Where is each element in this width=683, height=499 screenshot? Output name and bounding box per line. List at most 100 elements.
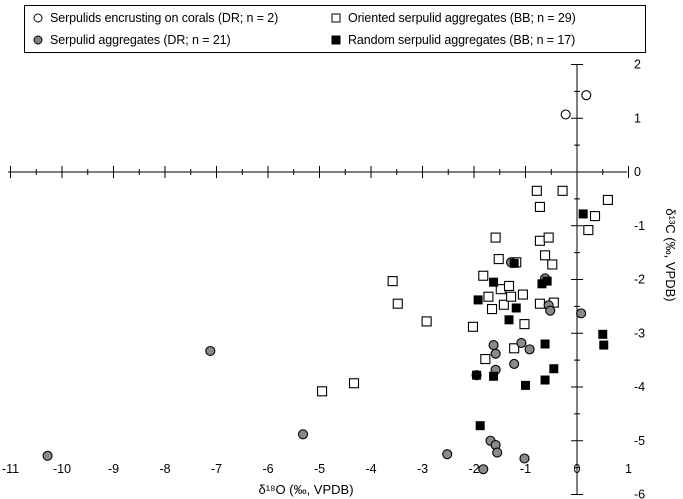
data-point-filled-square	[489, 371, 499, 381]
data-point-filled-square	[542, 276, 552, 286]
legend-item-random: Random serpulid aggregates (BB; n = 17)	[331, 33, 575, 47]
data-point-open-square	[531, 185, 542, 196]
data-point-open-square	[483, 291, 494, 302]
x-tick-label: 1	[625, 462, 632, 476]
data-points	[42, 90, 613, 475]
y-tick-label: -4	[634, 380, 645, 394]
data-point-grey-circle	[490, 348, 501, 359]
data-point-filled-square	[504, 315, 514, 325]
data-point-grey-circle	[297, 429, 309, 440]
data-point-open-square	[317, 386, 328, 397]
x-tick-label: 0	[574, 462, 581, 476]
data-point-open-square	[583, 225, 594, 236]
data-point-open-square	[478, 270, 489, 281]
data-point-open-square	[534, 235, 545, 246]
data-point-open-square	[480, 353, 491, 365]
x-tick-label: -5	[314, 462, 325, 476]
data-point-filled-square	[549, 364, 559, 374]
data-point-open-square	[543, 232, 554, 243]
x-tick-label: -8	[159, 462, 170, 476]
legend-item-oriented: Oriented serpulid aggregates (BB; n = 29…	[331, 11, 576, 25]
data-point-open-square	[519, 319, 530, 330]
data-point-filled-square	[540, 339, 550, 349]
x-tick-label: -11	[2, 462, 19, 476]
data-point-open-square	[589, 211, 601, 222]
data-point-grey-circle	[516, 337, 527, 348]
x-tick-label: -10	[53, 462, 71, 476]
y-tick-label: -6	[634, 488, 645, 499]
x-tick-label: -6	[262, 462, 273, 476]
x-tick-label: -1	[520, 462, 531, 476]
grey-circle-icon	[33, 35, 43, 45]
data-point-filled-square	[489, 277, 499, 287]
legend-item-serpulid-aggregates: Serpulid aggregates (DR; n = 21)	[33, 33, 231, 47]
data-point-open-square	[387, 276, 398, 287]
data-point-open-square	[506, 291, 517, 302]
y-tick-label: -5	[634, 434, 645, 448]
data-point-open-square	[534, 298, 545, 309]
data-point-open-square	[348, 378, 360, 389]
data-point-grey-circle	[519, 453, 530, 464]
data-point-grey-circle	[509, 358, 520, 369]
data-point-filled-square	[578, 209, 588, 219]
y-tick-label: -3	[634, 326, 645, 340]
data-point-filled-square	[475, 421, 485, 431]
data-point-open-square	[503, 280, 515, 292]
data-point-filled-square	[521, 380, 530, 390]
tick-labels: -11 -10 -9 -8 -7 -6 -5 -4 -3 -2 -1 0 1210-1-2-3-4-5-…	[2, 58, 645, 499]
x-tick-label: -4	[365, 462, 376, 476]
data-point-open-square	[421, 316, 432, 327]
data-point-filled-square	[472, 370, 482, 380]
data-point-grey-circle	[205, 345, 216, 357]
data-point-open-square	[493, 254, 504, 265]
data-point-filled-square	[511, 303, 521, 313]
legend-item-corals: Serpulids encrusting on corals (DR; n = …	[33, 11, 278, 25]
data-point-filled-square	[598, 329, 608, 339]
open-square-icon	[331, 13, 341, 23]
data-point-filled-square	[473, 295, 483, 305]
legend-label: Serpulids encrusting on corals (DR; n = …	[50, 11, 279, 25]
y-tick-label: 1	[634, 111, 641, 125]
data-point-open-square	[486, 304, 498, 315]
y-tick-label: 0	[634, 165, 641, 179]
legend-label: Random serpulid aggregates (BB; n = 17)	[348, 33, 576, 47]
data-point-grey-circle	[576, 308, 587, 319]
data-point-grey-circle	[545, 305, 556, 316]
data-point-open-square	[498, 299, 509, 310]
x-tick-label: -2	[468, 462, 479, 476]
data-point-grey-circle	[488, 340, 499, 351]
y-tick-label: -2	[634, 273, 645, 287]
data-point-open-square	[557, 185, 568, 196]
legend-label: Serpulid aggregates (DR; n = 21)	[50, 33, 231, 47]
data-point-open-square	[547, 259, 558, 270]
data-point-grey-circle	[492, 447, 503, 458]
data-point-grey-circle	[442, 449, 453, 460]
data-point-open-circle	[560, 109, 571, 120]
x-axis-title: δ¹⁸O (‰, VPDB)	[258, 482, 353, 497]
x-tick-label: -7	[211, 462, 222, 476]
data-point-open-square	[602, 194, 613, 205]
data-point-open-square	[467, 321, 479, 332]
legend: Serpulids encrusting on corals (DR; n = …	[24, 5, 646, 53]
axes	[8, 64, 629, 495]
data-point-open-square	[490, 232, 501, 243]
legend-label: Oriented serpulid aggregates (BB; n = 29…	[348, 11, 576, 25]
y-axis-title: δ¹³C (‰, VPDB)	[663, 208, 678, 301]
data-point-grey-circle	[42, 450, 53, 461]
data-point-open-square	[517, 289, 528, 300]
data-point-open-circle	[581, 90, 592, 101]
data-point-filled-square	[509, 258, 519, 268]
data-point-open-square	[540, 250, 551, 261]
filled-square-icon	[331, 35, 341, 45]
y-tick-label: 2	[634, 58, 641, 72]
data-point-grey-circle	[478, 464, 489, 475]
data-point-grey-circle	[524, 344, 535, 355]
y-tick-label: -1	[634, 219, 645, 233]
x-tick-label: -3	[417, 462, 428, 476]
data-point-filled-square	[540, 375, 550, 385]
data-point-open-square	[392, 298, 403, 309]
data-point-filled-square	[599, 340, 609, 350]
data-point-open-square	[534, 201, 545, 212]
data-point-open-square	[509, 343, 520, 354]
